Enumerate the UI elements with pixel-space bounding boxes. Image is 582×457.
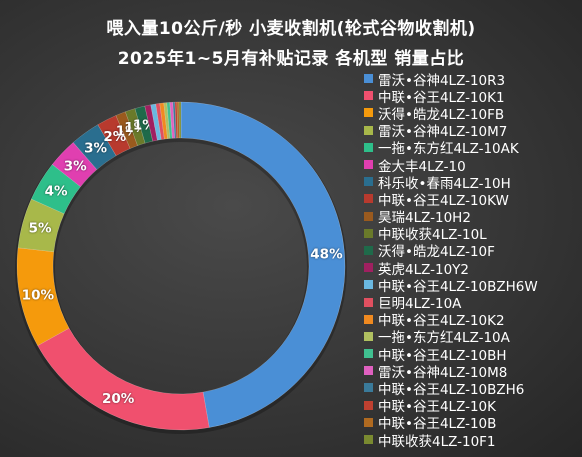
legend-swatch — [364, 177, 373, 187]
legend-swatch — [364, 314, 373, 324]
legend-item: 中联•谷王4LZ-10K2 — [364, 311, 579, 330]
legend-label: 科乐收•春雨4LZ-10H — [378, 175, 511, 192]
legend-swatch — [364, 194, 373, 204]
pie-slice — [30, 164, 81, 215]
legend-swatch — [364, 280, 373, 290]
legend-item: 一拖•东方红4LZ-10A — [364, 328, 579, 347]
legend-swatch — [364, 74, 373, 84]
legend-item: 中联•谷王4LZ-10B — [364, 414, 579, 433]
slice-data-label: 3% — [64, 158, 87, 174]
legend-item: 中联•谷王4LZ-10BH — [364, 345, 579, 364]
legend-label: 中联•谷王4LZ-10K — [378, 399, 496, 416]
legend-swatch — [364, 297, 373, 307]
legend-item: 雷沃•谷神4LZ-10M7 — [364, 122, 579, 141]
legend-label: 巨明4LZ-10A — [378, 296, 462, 313]
legend-swatch — [364, 125, 373, 135]
legend-label: 雷沃•谷神4LZ-10R3 — [378, 72, 506, 89]
legend-label: 中联•谷王4LZ-10K2 — [378, 313, 505, 330]
legend-item: 雷沃•谷神4LZ-10M8 — [364, 362, 579, 381]
legend-swatch — [364, 142, 373, 152]
legend-label: 中联收获4LZ-10L — [378, 227, 487, 244]
legend-item: 中联•谷王4LZ-10K1 — [364, 87, 579, 106]
legend-label: 一拖•东方红4LZ-10AK — [378, 141, 519, 158]
pie-slice — [144, 104, 158, 142]
legend-swatch — [364, 160, 373, 170]
legend-item: 昊瑞4LZ-10H2 — [364, 208, 579, 227]
pie-slice — [180, 101, 346, 428]
pie-slice — [166, 102, 173, 139]
legend-item: 中联•谷王4LZ-10KW — [364, 190, 579, 209]
legend-item: 沃得•皓龙4LZ-10FB — [364, 104, 579, 123]
legend-swatch — [364, 108, 373, 118]
legend-label: 中联•谷王4LZ-10BH — [378, 347, 507, 364]
legend-label: 中联•谷王4LZ-10B — [378, 416, 497, 433]
legend-label: 雷沃•谷神4LZ-10M8 — [378, 364, 508, 381]
legend-swatch — [364, 349, 373, 359]
legend-swatch — [364, 435, 373, 445]
legend-item: 巨明4LZ-10A — [364, 293, 579, 313]
pie-slice — [176, 101, 180, 139]
slice-data-label: 20% — [102, 391, 135, 407]
chart-title-line-1: 喂入量10公斤/秒 小麦收割机(轮式谷物收割机) — [106, 19, 476, 39]
slice-data-label: 4% — [45, 183, 68, 199]
legend-swatch — [364, 263, 373, 273]
legend-item: 沃得•皓龙4LZ-10F — [364, 242, 579, 261]
pie-slice — [155, 103, 165, 140]
legend-swatch — [364, 245, 373, 255]
legend-swatch — [364, 331, 373, 341]
pie-slice — [169, 101, 175, 139]
legend-label: 雷沃•谷神4LZ-10M7 — [378, 124, 508, 141]
legend-swatch — [364, 211, 373, 221]
legend-swatch — [364, 383, 373, 393]
legend-swatch — [364, 417, 373, 427]
legend-label: 中联•谷王4LZ-10KW — [378, 192, 509, 209]
legend-label: 沃得•皓龙4LZ-10F — [378, 244, 495, 261]
legend-item: 中联•谷王4LZ-10BZH6 — [364, 379, 579, 398]
slice-data-label: 48% — [310, 246, 343, 262]
pie-slice — [150, 103, 162, 141]
legend-item: 中联•谷王4LZ-10K — [364, 397, 579, 416]
legend-item: 英虎4LZ-10Y2 — [364, 259, 579, 278]
pie-slice — [37, 327, 210, 431]
slice-data-label: 10% — [22, 288, 55, 304]
pie-slice — [97, 115, 131, 157]
chart-title-line-2: 2025年1~5月有补贴记录 各机型 销量占比 — [117, 49, 465, 69]
legend-label: 中联•谷王4LZ-10BZH6W — [378, 278, 538, 295]
legend-item: 中联收获4LZ-10L — [364, 225, 579, 244]
legend-item: 中联收获4LZ-10F1 — [364, 431, 579, 450]
legend-label: 昊瑞4LZ-10H2 — [378, 210, 471, 227]
pie-slice — [16, 247, 70, 346]
legend-label: 一拖•东方红4LZ-10A — [378, 330, 510, 347]
pie-slice — [115, 111, 138, 149]
pie-slice — [72, 124, 117, 170]
legend-swatch — [364, 228, 373, 238]
pie-slice — [125, 108, 146, 146]
legend-label: 中联•谷王4LZ-10K1 — [378, 89, 505, 106]
slice-data-label: 3% — [84, 141, 107, 157]
pie-slice — [178, 101, 182, 139]
legend-swatch — [364, 91, 373, 101]
legend-label: 中联收获4LZ-10F1 — [378, 433, 496, 450]
chart-legend: 雷沃•谷神4LZ-10R3 中联•谷王4LZ-10K1 沃得•皓龙4LZ-10FB 雷… — [364, 70, 579, 450]
legend-item: 一拖•东方红4LZ-10AK — [364, 139, 579, 158]
legend-label: 金大丰4LZ-10 — [378, 158, 466, 175]
legend-swatch — [364, 400, 373, 410]
legend-label: 沃得•皓龙4LZ-10FB — [378, 106, 505, 123]
legend-swatch — [364, 366, 373, 376]
legend-item: 科乐收•春雨4LZ-10H — [364, 173, 579, 192]
pie-slice — [159, 102, 168, 140]
slice-data-label: 5% — [29, 221, 52, 237]
pie-slice — [17, 198, 65, 253]
legend-item: 金大丰4LZ-10 — [364, 156, 579, 175]
slice-data-label: 2% — [103, 129, 126, 145]
legend-item: 雷沃•谷神4LZ-10R3 — [364, 70, 579, 89]
legend-item: 中联•谷王4LZ-10BZH6W — [364, 276, 579, 295]
legend-label: 中联•谷王4LZ-10BZH6 — [378, 381, 525, 398]
legend-label: 英虎4LZ-10Y2 — [378, 261, 470, 278]
